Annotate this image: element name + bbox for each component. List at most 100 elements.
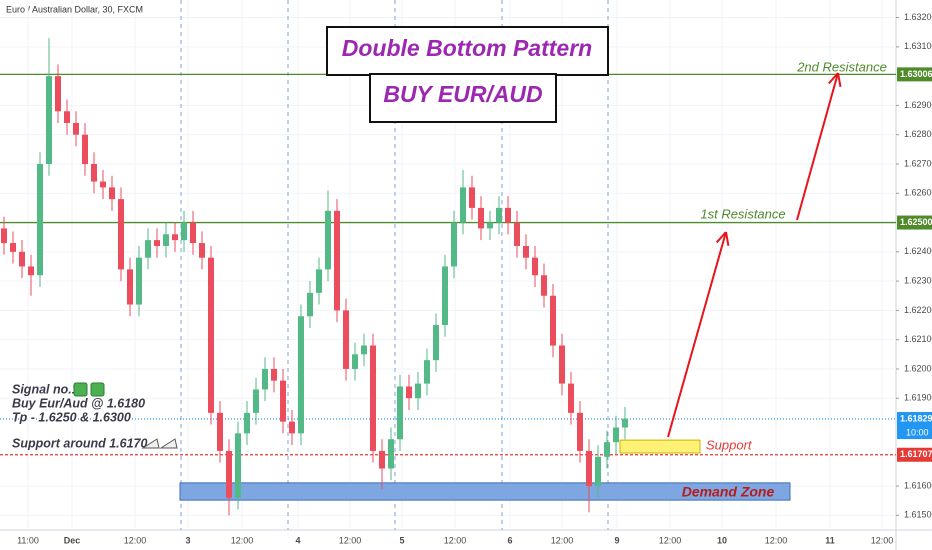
y-tick-label: 1.62600: [904, 188, 932, 198]
candle-body: [64, 111, 70, 123]
candle-body: [226, 450, 232, 498]
note: Support around 1.6170: [12, 436, 147, 450]
zone-label: Demand Zone: [682, 484, 775, 500]
candle-body: [253, 389, 259, 413]
candle-body: [325, 210, 331, 270]
resistance-label: 1st Resistance: [700, 206, 785, 221]
candle-body: [442, 266, 448, 326]
title-text: Double Bottom Pattern: [342, 35, 592, 61]
x-tick-label: 12:00: [871, 535, 894, 545]
arrow: [667, 231, 727, 438]
y-tick-label: 1.62200: [904, 305, 932, 315]
level-label-bg: [897, 67, 932, 82]
candle-body: [55, 76, 61, 112]
y-tick-label: 1.61500: [904, 510, 932, 520]
x-tick-label: 12:00: [765, 535, 788, 545]
y-tick-label: 1.61900: [904, 393, 932, 403]
candle-body: [397, 386, 403, 440]
candle-body: [586, 450, 592, 487]
candle-body: [163, 234, 169, 246]
x-tick-label: 12:00: [659, 535, 682, 545]
candle-body: [577, 412, 583, 451]
candle-body: [559, 345, 565, 384]
candle-body: [523, 245, 529, 258]
note: Signal no.1: [12, 382, 79, 396]
zone: [619, 439, 701, 454]
countdown: 10:00: [906, 427, 929, 437]
candle-body: [316, 269, 322, 293]
x-tick-label: 10: [717, 535, 727, 545]
candle-body: [100, 181, 106, 188]
candle-body: [37, 163, 43, 276]
candle-body: [298, 316, 304, 434]
candle-body: [307, 292, 313, 317]
candle-body: [73, 122, 79, 135]
level-label-bg: [897, 412, 932, 427]
y-tick-label: 1.62900: [904, 100, 932, 110]
candle-body: [1, 228, 7, 244]
candle-body: [613, 427, 619, 443]
zone-label: Support: [706, 437, 753, 452]
candle-body: [388, 439, 394, 469]
title-box: [369, 73, 557, 123]
x-tick-label: 11:00: [17, 535, 39, 545]
candle-body: [343, 310, 349, 369]
candle-body: [217, 412, 223, 451]
candle-body: [46, 76, 52, 164]
x-tick-label: Dec: [64, 535, 81, 545]
x-tick-label: 9: [614, 535, 619, 545]
y-tick-label: 1.62400: [904, 246, 932, 256]
candle-body: [181, 222, 187, 241]
candle-body: [91, 163, 97, 182]
candle-body: [154, 240, 160, 246]
level-label: 1.61707: [900, 449, 932, 459]
candle-body: [172, 234, 178, 241]
candle-body: [271, 368, 277, 381]
y-tick-label: 1.63200: [904, 12, 932, 22]
x-tick-label: 12:00: [231, 535, 254, 545]
x-tick-label: 6: [507, 535, 512, 545]
candle-body: [469, 187, 475, 208]
candle-body: [487, 222, 493, 229]
x-tick-label: 12:00: [124, 535, 147, 545]
candle-body: [451, 222, 457, 267]
candle-body: [190, 222, 196, 244]
candle-body: [505, 207, 511, 223]
y-tick-label: 1.62100: [904, 334, 932, 344]
candle-body: [136, 257, 142, 305]
candle-body: [10, 243, 16, 252]
candle-body: [262, 368, 268, 390]
level-label: 1.62500: [900, 217, 932, 227]
candle-body: [235, 433, 241, 498]
candle-body: [433, 325, 439, 361]
candle-body: [406, 386, 412, 399]
candle-body: [334, 210, 340, 311]
x-tick-label: 5: [399, 535, 404, 545]
candle-body: [604, 442, 610, 457]
candle-body: [541, 275, 547, 296]
y-tick-label: 1.62800: [904, 129, 932, 139]
resistance-label: 2nd Resistance: [796, 59, 887, 74]
level-label: 1.63006: [900, 69, 932, 79]
candle-body: [478, 207, 484, 229]
candle-body: [361, 345, 367, 355]
candle-body: [19, 251, 25, 267]
icon: [90, 382, 105, 397]
title-text: BUY EUR/AUD: [383, 81, 542, 107]
candle-body: [145, 240, 151, 258]
level-label: 1.61829: [900, 413, 932, 423]
chart-title: Euro / Australian Dollar, 30, FXCM: [6, 4, 143, 14]
candle-body: [370, 345, 376, 451]
candle-body: [568, 383, 574, 413]
candle-body: [28, 266, 34, 276]
candle-body: [550, 295, 556, 346]
note: Buy Eur/Aud @ 1.6180: [12, 396, 145, 410]
x-tick-label: 11: [825, 535, 835, 545]
candle-body: [424, 360, 430, 384]
x-tick-label: 4: [295, 535, 300, 545]
x-tick-label: 12:00: [444, 535, 467, 545]
icon: [73, 382, 88, 397]
candle-body: [460, 187, 466, 223]
arrow-head: [837, 72, 842, 87]
